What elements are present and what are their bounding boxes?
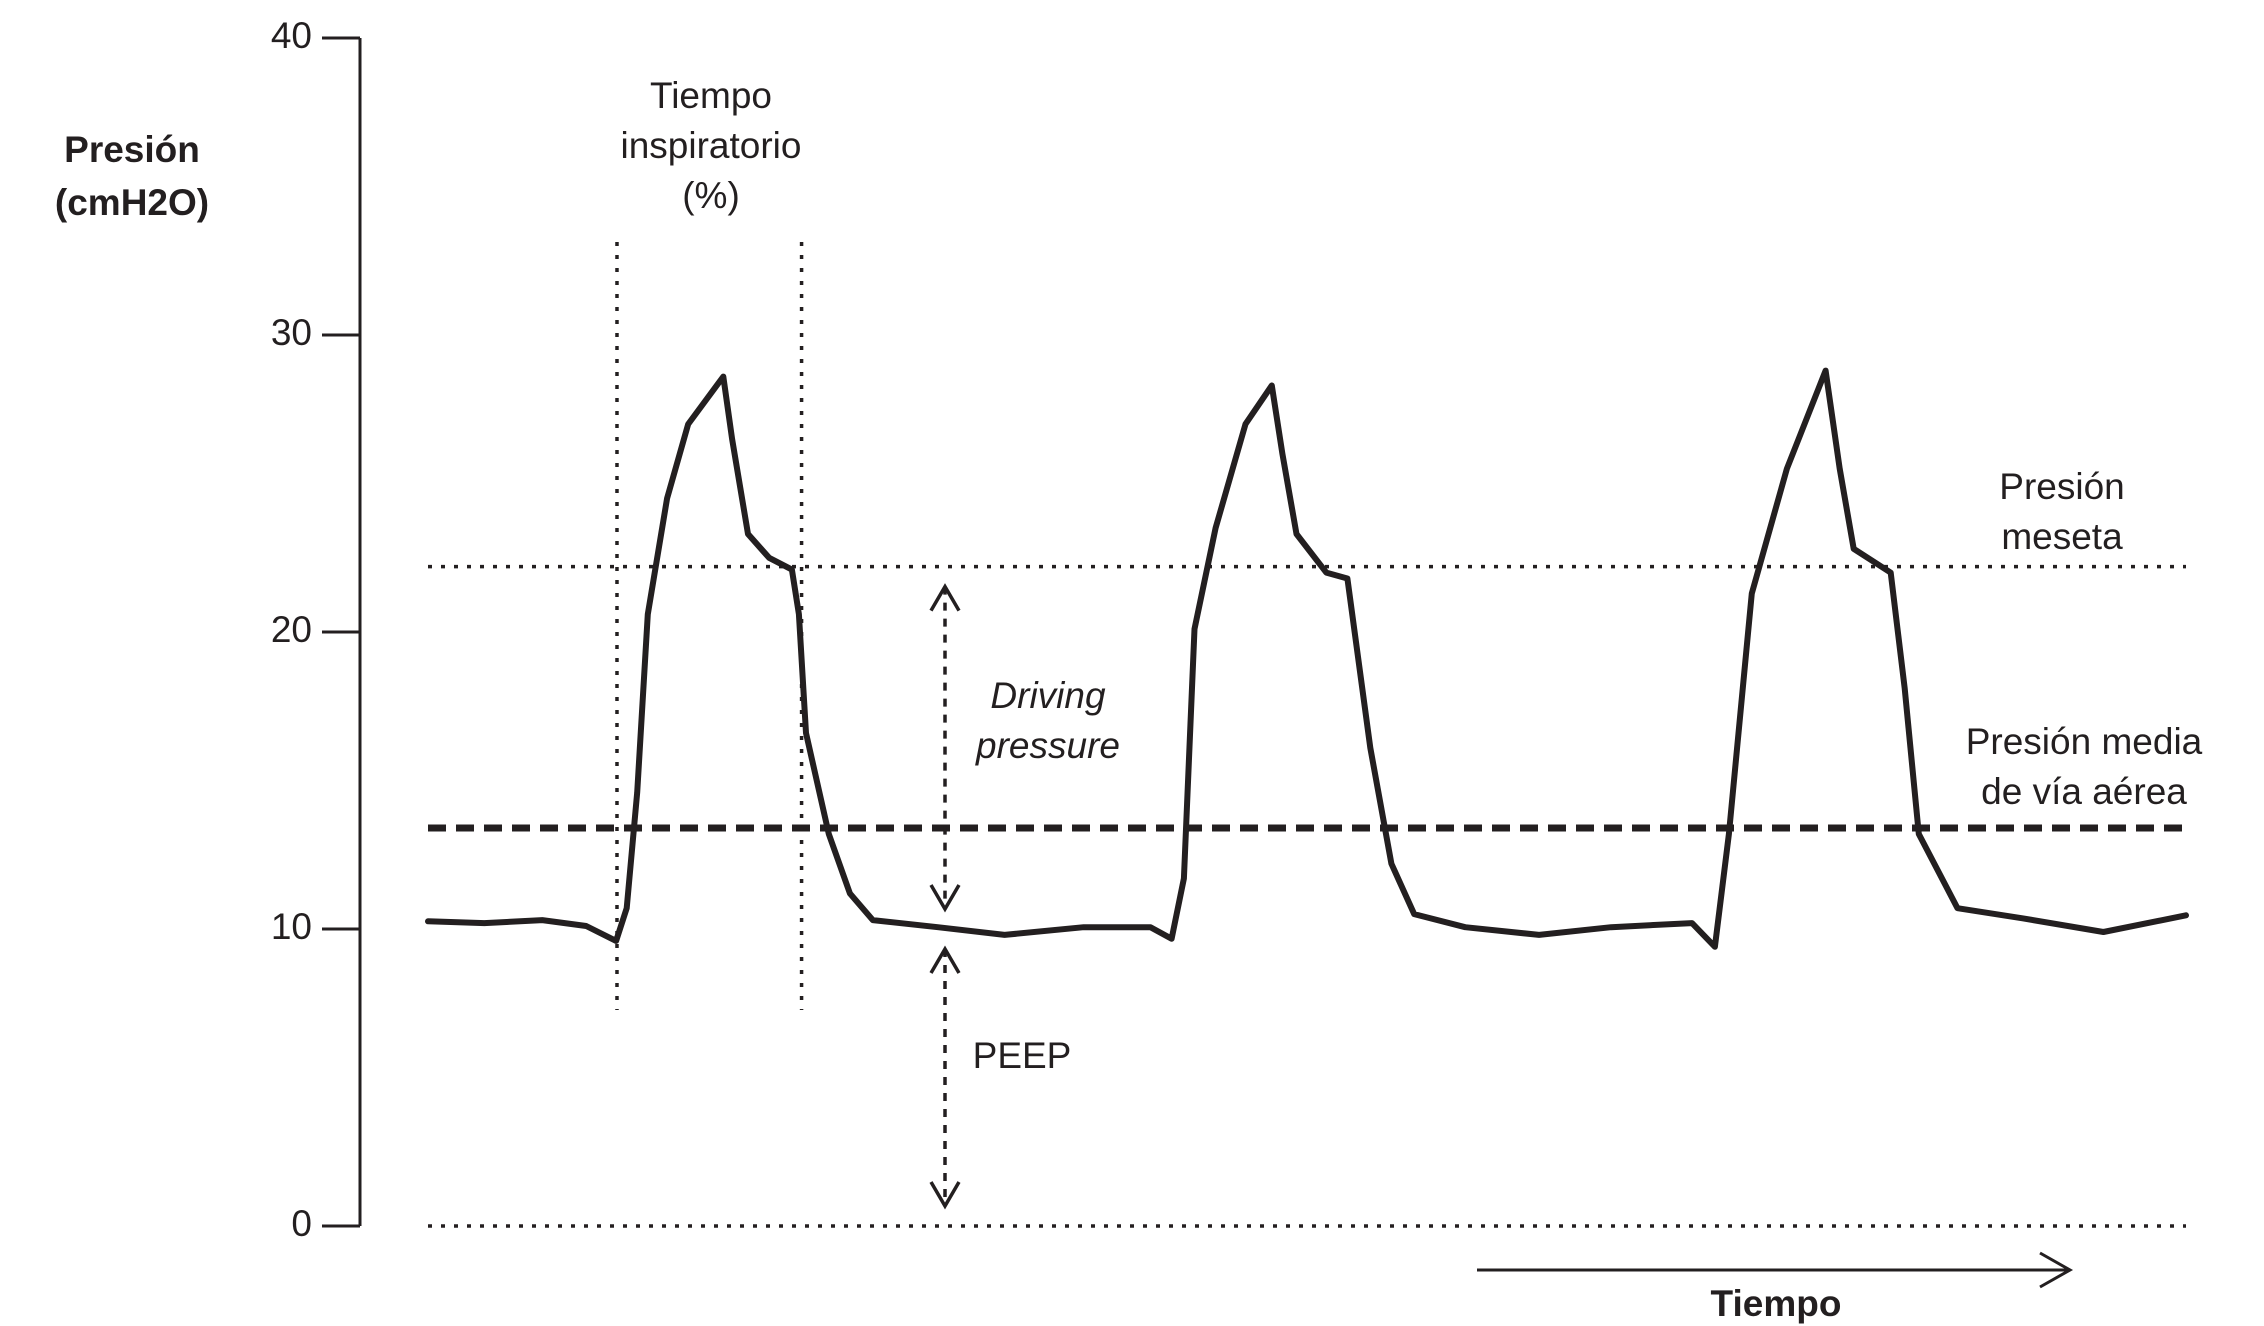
- y-tick-label: 10: [271, 906, 312, 947]
- label-line: PEEP: [973, 1035, 1072, 1076]
- pressure-curve: [425, 367, 2189, 950]
- label-line: Presión: [1999, 466, 2124, 507]
- label-line: inspiratorio: [621, 125, 802, 166]
- y-tick-label: 20: [271, 609, 312, 650]
- time-arrow-head: [2039, 1251, 2074, 1289]
- label-line: pressure: [975, 725, 1120, 766]
- arrow-head: [929, 884, 961, 913]
- label-line: (%): [682, 175, 740, 216]
- label-line: Driving: [990, 675, 1106, 716]
- label-line: de vía aérea: [1981, 771, 2187, 812]
- label-line: Presión: [64, 129, 200, 170]
- arrow-head: [929, 1181, 961, 1210]
- x-axis-label: Tiempo: [1711, 1283, 1842, 1324]
- arrow-head: [929, 945, 961, 974]
- range-arrow: [929, 583, 961, 913]
- label-line: Tiempo: [650, 75, 772, 116]
- label-line: meseta: [2001, 516, 2123, 557]
- y-tick-label: 40: [271, 15, 312, 56]
- arrow-head: [929, 583, 961, 612]
- y-tick-label: 30: [271, 312, 312, 353]
- range-arrow: [929, 945, 961, 1210]
- label-line: Presión media: [1966, 721, 2203, 762]
- y-tick-label: 0: [291, 1203, 312, 1244]
- label-line: (cmH2O): [55, 182, 209, 223]
